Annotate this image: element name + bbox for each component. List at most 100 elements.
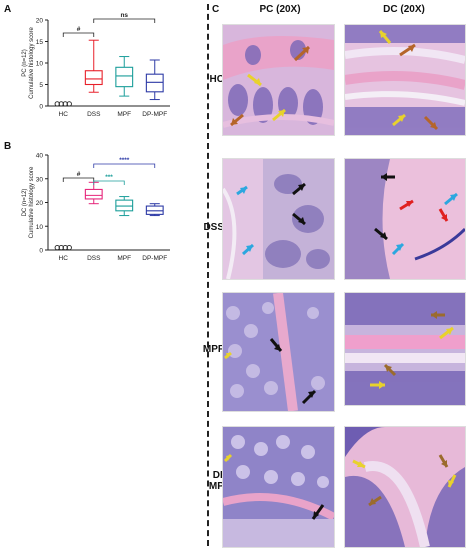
y-tick-label: 30 [36,176,44,183]
box-mpf [115,56,134,97]
y-axis-label-line: Cumulative histology score [29,166,35,238]
bracket-line [62,177,95,182]
bracket-line [62,32,95,37]
x-tick-label: HC [59,111,69,118]
arrow-icon [370,381,385,389]
data-point [66,101,72,107]
significance-label: # [77,26,81,33]
arrow-icon [292,212,306,226]
micrograph-dc-dss [344,158,466,280]
arrow-icon [292,182,306,196]
arrow-icon [236,185,248,196]
arrow-icon [374,227,388,241]
arrow-icon [269,338,283,352]
arrow-icon [392,113,406,127]
tissue-image [223,159,334,279]
tissue-image [345,25,465,135]
arrow-icon [447,474,457,488]
arrow-icon [311,504,325,520]
x-tick-label: MPF [117,111,131,118]
panel-label-b: B [4,141,12,152]
tissue-image [345,159,465,279]
arrow-icon [378,30,392,44]
arrow-icon [438,454,449,468]
significance-label: # [77,171,81,178]
arrow-icon [391,242,405,256]
y-axis-label-line: PC (n=12) [22,49,28,77]
x-tick-label: DP-MPF [142,111,167,118]
box-body [115,199,134,212]
dashed-divider [207,4,209,546]
arrow-icon [383,363,397,377]
significance-label: **** [119,157,130,164]
arrow-icon [247,73,262,87]
box-body [145,73,164,93]
arrow-icon [293,45,311,62]
micrograph-pc-mpf [222,292,335,412]
tissue-image [223,25,334,135]
box-dp-mpf [145,203,164,217]
column-header-dc: DC (20X) [383,4,425,15]
y-tick-label: 10 [36,61,44,68]
row-label-hc: HC [209,74,224,85]
tissue-image [223,427,334,547]
y-tick-label: 40 [36,153,44,160]
bracket-line [93,18,156,23]
row-label-dp-mpf: DP-MPF [208,470,230,492]
significance-label: *** [105,174,113,181]
arrow-icon [301,389,317,405]
y-tick-label: 20 [36,200,44,207]
bracket-line [93,163,156,168]
box-dp-mpf [145,59,164,101]
y-tick-label: 20 [36,18,44,25]
significance-bracket: *** [93,174,125,185]
x-tick-label: DSS [87,111,101,118]
column-header-pc: PC (20X) [259,4,301,15]
arrow-icon [224,351,232,360]
tissue-image [223,293,334,411]
box-body [145,205,164,215]
arrow-icon [399,199,414,211]
y-tick-label: 15 [36,39,44,46]
y-axis-label-line: Cumulative histology score [29,26,35,98]
panel-label-c: C [212,4,220,15]
bracket-line [93,180,125,185]
arrow-icon [438,208,449,222]
arrow-icon [230,113,244,127]
row-label-mpf: MPF [202,344,224,355]
y-tick-label: 0 [39,104,43,111]
box-body [84,188,103,200]
micrograph-pc-dp-mpf [222,426,335,548]
y-axis-label-line: DC (n=12) [22,189,28,217]
panel-label-a: A [4,4,12,15]
box-dss [84,181,103,205]
data-point [66,244,72,251]
arrow-icon [352,459,366,469]
significance-label: ns [120,12,128,19]
micrograph-dc-dp-mpf [344,426,466,548]
arrow-icon [444,192,458,206]
arrow-icon [368,495,382,507]
y-axis-label: DC (n=12) Cumulative histology score [22,166,35,238]
box-body [84,70,103,86]
x-tick-label: HC [59,255,69,262]
tissue-image [345,293,465,405]
micrograph-dc-mpf [344,292,466,406]
tissue-image [345,427,465,547]
micrograph-pc-hc [222,24,335,136]
row-label-dss: DSS [203,222,224,233]
box-mpf [115,196,134,217]
arrow-icon [431,311,445,319]
x-tick-label: DP-MPF [142,255,167,262]
significance-bracket: **** [93,157,156,168]
y-tick-label: 10 [36,224,44,231]
arrow-icon [423,115,439,131]
arrow-icon [399,43,416,57]
x-tick-label: MPF [117,255,131,262]
arrow-icon [439,326,454,340]
significance-bracket: # [62,26,95,37]
x-tick-label: DSS [87,255,101,262]
arrow-icon [272,108,286,122]
arrow-icon [223,453,233,463]
